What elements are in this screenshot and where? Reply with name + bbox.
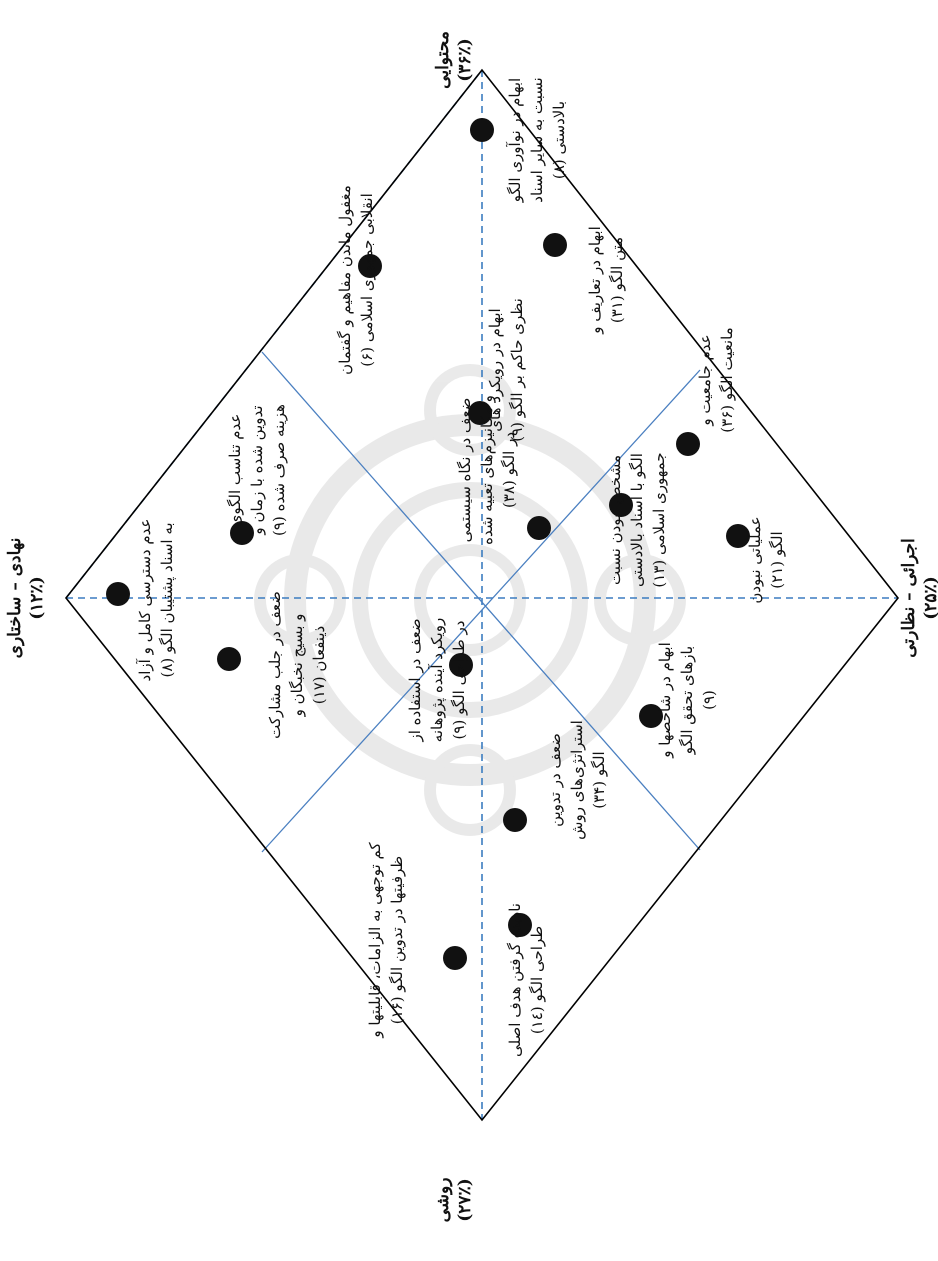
item-dot bbox=[106, 582, 130, 606]
item-label-line: عدم جامعیت و bbox=[696, 334, 714, 426]
item-label-line: ابهام در نوآوری الگو bbox=[506, 78, 524, 203]
axis-title-institutional: نهادی – ساختاری bbox=[5, 538, 25, 659]
item-label-line: (۹) bbox=[700, 690, 718, 710]
axis-title-executive: اجرائی – نظارتی bbox=[899, 538, 919, 658]
item-label-line: عدم تناسب الگوی bbox=[226, 414, 244, 527]
item-label-line: بالادستی (۸) bbox=[550, 101, 568, 179]
axis-label-method: روشی (۲۷٪) bbox=[433, 1178, 475, 1223]
item-label-line: ضعف در استفاده از bbox=[406, 618, 424, 742]
item-dot bbox=[443, 946, 467, 970]
item-label-line: عملیاتی نبودن bbox=[746, 516, 764, 603]
item-label-line: الگو (۳۴) bbox=[590, 751, 608, 808]
item-label: عدم تناسب الگوی تدوین شده با زمان و هزینه … bbox=[226, 404, 288, 536]
item-label-line: ضعف در جلب مشارکت bbox=[266, 591, 284, 739]
axis-label-content: محتوایی (۳۶٪) bbox=[433, 31, 475, 89]
item-label-line: ابهام در شاخصها و bbox=[656, 642, 674, 759]
axis-pct-method: (۲۷٪) bbox=[455, 1178, 475, 1222]
item-dot bbox=[230, 521, 254, 545]
item-label-line: عدم دسترسی کامل و آزاد bbox=[136, 519, 154, 682]
item-label-line: انقلابی جمهوری اسلامی (۶) bbox=[358, 193, 376, 366]
diamond-frame bbox=[64, 68, 900, 1122]
item-label-line: ضعف در تدوین bbox=[546, 733, 564, 827]
item-dot bbox=[609, 493, 633, 517]
item-label-line: به اسناد پشتیبان الگو (۸) bbox=[158, 522, 176, 677]
watermark-emblem bbox=[254, 364, 686, 836]
item-label-line: هزینه صرف شده (۹) bbox=[270, 404, 288, 536]
item-label-line: استراتژی‌های روش bbox=[568, 720, 586, 840]
item-label-line: الگو (۲۱) bbox=[768, 531, 786, 588]
item-label-line: طراحی الگو (۱٤) bbox=[528, 926, 546, 1034]
axis-pct-institutional: (۱۲٪) bbox=[27, 576, 47, 620]
item-label: عدم دسترسی کامل و آزاد به اسناد پشتیبان ا… bbox=[136, 519, 176, 682]
axis-title-content: محتوایی bbox=[433, 31, 453, 89]
item-label-line: مغفول ماندن مفاهیم و گفتمان bbox=[336, 185, 354, 375]
item-dot bbox=[508, 913, 532, 937]
item-dot bbox=[503, 808, 527, 832]
item-label: ابهام در تعاریف و متن الگو (۳۱) bbox=[586, 226, 626, 335]
item-label-line: ابهام در تعاریف و bbox=[586, 226, 604, 335]
axis-pct-content: (۳۶٪) bbox=[455, 38, 475, 82]
item-label-line: مشخص نبودن نسبت bbox=[606, 455, 624, 585]
item-label-line: متن الگو (۳۱) bbox=[608, 237, 626, 323]
item-dot bbox=[449, 653, 473, 677]
item-dot bbox=[726, 524, 750, 548]
item-label-line: جمهوری اسلامی (۱۳) bbox=[650, 452, 668, 587]
item-label-line: ذینفعان (۱۷) bbox=[310, 626, 328, 704]
item-label: کم توجهی به الزامات، قابلیتها و ظرفیتها د… bbox=[366, 842, 406, 1039]
item-dot bbox=[470, 118, 494, 142]
item-dot bbox=[639, 704, 663, 728]
item-label-line: الگو با اسناد بالادستی bbox=[628, 453, 646, 587]
item-label-line: ضعف در نگاه سیستمی bbox=[456, 398, 474, 543]
item-label-line: ابهام در رویکرد های bbox=[486, 308, 504, 431]
item-label-line: و بسیج نخبگان و bbox=[288, 614, 306, 718]
item-label: نادیده گرفتن هدف اصلی طراحی الگو (۱٤) bbox=[506, 903, 546, 1057]
axis-pct-executive: (۲۵٪) bbox=[921, 576, 938, 620]
sector-line-upper bbox=[261, 351, 701, 851]
item-label: ضعف در جلب مشارکت و بسیج نخبگان و ذینفعان … bbox=[266, 591, 328, 739]
item-dot bbox=[358, 254, 382, 278]
item-dot bbox=[543, 233, 567, 257]
labels-layer: عدم دسترسی کامل و آزاد به اسناد پشتیبان ا… bbox=[136, 77, 786, 1057]
item-label: عملیاتی نبودن الگو (۲۱) bbox=[746, 516, 786, 603]
item-label-line: نظری حاکم بر الگو (۹) bbox=[508, 298, 526, 442]
item-dot bbox=[676, 432, 700, 456]
axis-label-executive: اجرائی – نظارتی (۲۵٪) bbox=[899, 538, 938, 658]
item-label-line: و مکانیزم‌های تعبیه شده bbox=[478, 395, 496, 545]
item-label: مغفول ماندن مفاهیم و گفتمان انقلابی جمهور… bbox=[336, 185, 376, 375]
item-label: ابهام در شاخصها و بازهای تحقق الگو (۹) bbox=[656, 642, 718, 759]
item-label-line: رویکرد آینده پژوهانه bbox=[428, 618, 446, 742]
item-label-line: نسبت به سایر اسناد bbox=[528, 77, 546, 202]
item-label-line: کم توجهی به الزامات، قابلیتها و bbox=[366, 842, 384, 1039]
item-dot bbox=[468, 401, 492, 425]
item-label: ضعف در تدوین استراتژی‌های روش الگو (۳۴) bbox=[546, 720, 608, 840]
item-label-line: بازهای تحقق الگو bbox=[678, 646, 696, 755]
item-label: ضعف در استفاده از رویکرد آینده پژوهانه در … bbox=[406, 618, 468, 743]
item-dot bbox=[217, 647, 241, 671]
item-dot bbox=[527, 516, 551, 540]
item-label: مشخص نبودن نسبت الگو با اسناد بالادستی جمه… bbox=[606, 452, 668, 587]
item-label-line: مانعیت الگو (۳۶) bbox=[718, 327, 736, 432]
axis-title-method: روشی bbox=[433, 1178, 453, 1223]
item-label: ضعف در نگاه سیستمی و مکانیزم‌های تعبیه شد… bbox=[456, 395, 518, 545]
item-label-line: در طراحی الگو (۹) bbox=[450, 621, 468, 740]
item-label: ابهام در نوآوری الگو نسبت به سایر اسناد با… bbox=[506, 77, 568, 203]
item-label-line: ظرفیتها در تدوین الگو (۱۶) bbox=[388, 856, 406, 1024]
item-label-line: تدوین شده با زمان و bbox=[248, 405, 266, 535]
item-label-line: نادیده گرفتن هدف اصلی bbox=[506, 903, 524, 1057]
sector-line-lower bbox=[261, 369, 701, 853]
axis-label-institutional: نهادی – ساختاری (۱۲٪) bbox=[5, 538, 47, 659]
dots-layer bbox=[106, 118, 750, 970]
item-label-line: در الگو (۳۸) bbox=[500, 432, 518, 508]
